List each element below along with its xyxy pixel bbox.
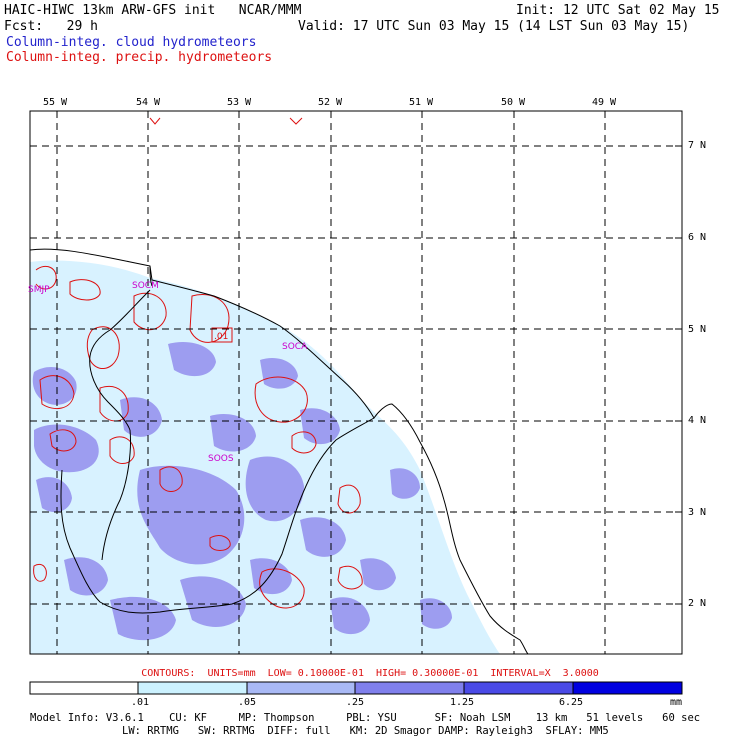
lat-label-4n: 4 N bbox=[688, 415, 707, 426]
colorbar-bin-1 bbox=[138, 682, 247, 694]
coastline bbox=[30, 248, 529, 654]
map-frame bbox=[29, 110, 683, 655]
lon-label-54w: 54 W bbox=[136, 97, 161, 108]
cloud-shading-medium bbox=[32, 342, 452, 641]
lat-label-3n: 3 N bbox=[688, 507, 707, 518]
lon-label-51w: 51 W bbox=[409, 97, 434, 108]
colorbar-bin-2 bbox=[247, 682, 355, 694]
plot-title: HAIC-HIWC 13km ARW-GFS init NCAR/MMM bbox=[4, 3, 302, 18]
colorbar-bin-0 bbox=[30, 682, 138, 694]
init-time: Init: 12 UTC Sat 02 May 15 bbox=[516, 3, 720, 18]
station-label-soca: SOCA bbox=[282, 342, 308, 352]
colorbar-bin-3 bbox=[355, 682, 464, 694]
station-label-socm: SOCM bbox=[132, 281, 159, 291]
colorbar-label-0: .01 bbox=[131, 697, 150, 708]
colorbar-label-1: .05 bbox=[238, 697, 257, 708]
lon-label-52w: 52 W bbox=[318, 97, 343, 108]
lat-label-7n: 7 N bbox=[688, 140, 707, 151]
forecast-hour: Fcst: 29 h bbox=[4, 19, 98, 34]
colorbar-bin-4 bbox=[464, 682, 573, 694]
station-label-smjp: SMJP bbox=[28, 285, 50, 295]
colorbar-label-2: .25 bbox=[346, 697, 365, 708]
lon-label-55w: 55 W bbox=[43, 97, 68, 108]
lat-lon-grid bbox=[30, 111, 682, 654]
lat-label-5n: 5 N bbox=[688, 324, 707, 335]
colorbar-label-4: 6.25 bbox=[559, 697, 584, 708]
lon-label-49w: 49 W bbox=[592, 97, 617, 108]
model-info-line-2: LW: RRTMG SW: RRTMG DIFF: full KM: 2D Sm… bbox=[122, 725, 609, 737]
contour-info: CONTOURS: UNITS=mm LOW= 0.10000E-01 HIGH… bbox=[141, 668, 599, 679]
model-info-line-1: Model Info: V3.6.1 CU: KF MP: Thompson P… bbox=[30, 712, 701, 724]
valid-time: Valid: 17 UTC Sun 03 May 15 (14 LST Sun … bbox=[298, 19, 690, 34]
colorbar-bin-5 bbox=[573, 682, 682, 694]
colorbar-label-3: 1.25 bbox=[450, 697, 475, 708]
colorbar-units: mm bbox=[670, 697, 683, 708]
axis-ticks bbox=[56, 111, 682, 605]
station-label-soos: SOOS bbox=[208, 454, 234, 464]
lon-label-53w: 53 W bbox=[227, 97, 252, 108]
precip-contours bbox=[33, 117, 363, 609]
field-label-precip: Column-integ. precip. hydrometeors bbox=[6, 50, 273, 65]
colorbar-frame bbox=[29, 681, 683, 695]
lat-label-6n: 6 N bbox=[688, 232, 707, 243]
lat-label-2n: 2 N bbox=[688, 598, 707, 609]
contour-value-label: .01 bbox=[214, 332, 228, 342]
lon-label-50w: 50 W bbox=[501, 97, 526, 108]
field-label-cloud: Column-integ. cloud hydrometeors bbox=[6, 35, 257, 50]
